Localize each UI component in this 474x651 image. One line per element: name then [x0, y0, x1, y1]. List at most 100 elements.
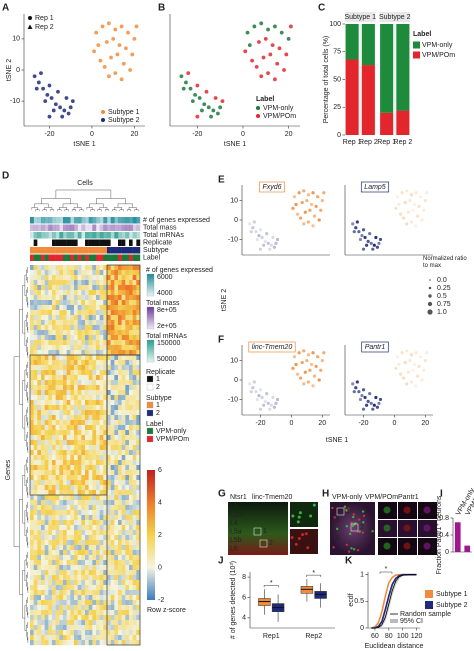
heatmap-cell — [30, 295, 34, 301]
heatmap-cell — [63, 320, 67, 326]
heatmap-cell — [129, 415, 133, 421]
heatmap-cell — [88, 490, 93, 496]
heatmap-cell — [125, 520, 130, 526]
heatmap-cell — [107, 380, 111, 386]
heatmap-cell — [33, 360, 38, 366]
heatmap-cell — [52, 520, 56, 526]
heatmap-cell — [92, 640, 97, 646]
heatmap-cell — [52, 395, 56, 401]
heatmap-cell — [30, 265, 34, 271]
heatmap-cell — [110, 555, 115, 561]
annotation-cell — [136, 232, 141, 239]
heatmap-cell — [99, 360, 104, 366]
annotation-cell — [99, 254, 104, 261]
heatmap-cell — [41, 420, 45, 426]
heatmap-cell — [77, 405, 82, 411]
x-tick-label: 80 — [385, 633, 393, 640]
heatmap-cell — [103, 410, 108, 416]
y-tick-label: 8 — [242, 574, 246, 581]
heatmap-cell — [52, 295, 56, 301]
heatmap-cell — [41, 485, 45, 491]
heatmap-cell — [59, 265, 64, 271]
heatmap-cell — [132, 430, 137, 436]
heatmap-cell — [70, 575, 75, 581]
heatmap-cell — [44, 530, 49, 536]
heatmap-cell — [110, 455, 115, 461]
point — [213, 96, 218, 100]
heatmap-cell — [85, 395, 89, 401]
point — [311, 351, 315, 355]
heatmap-cell — [121, 375, 126, 381]
heatmap-cell — [55, 405, 60, 411]
heatmap-cell — [41, 405, 45, 411]
heatmap-cell — [44, 635, 49, 641]
annotation-cell — [59, 217, 64, 224]
ecdf-line — [371, 574, 417, 629]
heatmap-cell — [99, 610, 104, 616]
heatmap-cell — [59, 575, 64, 581]
annotation-cell — [74, 247, 78, 254]
heatmap-cell — [118, 550, 122, 556]
heatmap-cell — [107, 355, 111, 361]
heatmap-cell — [136, 405, 141, 411]
heatmap-cell — [52, 430, 56, 436]
heatmap-cell — [114, 555, 119, 561]
heatmap-cell — [48, 590, 53, 596]
heatmap-cell — [33, 330, 38, 336]
heatmap-cell — [103, 295, 108, 301]
point — [417, 364, 421, 368]
point — [248, 222, 252, 226]
heatmap-title: Cells — [77, 180, 93, 187]
heatmap-cell — [30, 615, 34, 621]
heatmap-cell — [48, 615, 53, 621]
heatmap-cell — [118, 570, 122, 576]
heatmap-cell — [125, 545, 130, 551]
heatmap-cell — [37, 540, 42, 546]
heatmap-cell — [107, 440, 111, 446]
heatmap-cell — [37, 390, 42, 396]
heatmap-cell — [30, 535, 34, 541]
heatmap-cell — [107, 610, 111, 616]
heatmap-cell — [74, 615, 78, 621]
heatmap-cell — [88, 600, 93, 606]
heatmap-cell — [125, 420, 130, 426]
heatmap-cell — [77, 605, 82, 611]
inset-label: 2 — [269, 540, 273, 547]
heatmap-cell — [121, 395, 126, 401]
heatmap-cell — [48, 405, 53, 411]
heatmap-cell — [85, 610, 89, 616]
heatmap-cell — [110, 385, 115, 391]
heatmap-cell — [81, 420, 86, 426]
heatmap-cell — [81, 485, 86, 491]
heatmap-cell — [70, 555, 75, 561]
heatmap-cell — [30, 630, 34, 636]
point — [311, 224, 315, 228]
point — [254, 64, 259, 69]
heatmap-cell — [129, 480, 133, 486]
heatmap-cell — [88, 395, 93, 401]
heatmap-cell — [125, 325, 130, 331]
heatmap-cell — [66, 325, 71, 331]
heatmap-cell — [70, 505, 75, 511]
heatmap-cell — [55, 350, 60, 356]
heatmap-cell — [66, 625, 71, 631]
heatmap-cell — [96, 625, 100, 631]
heatmap-cell — [52, 570, 56, 576]
heatmap-cell — [66, 285, 71, 291]
heatmap-cell — [96, 605, 100, 611]
heatmap-cell — [125, 390, 130, 396]
heatmap-cell — [52, 280, 56, 286]
gene-title: Lamp5 — [364, 184, 386, 191]
heatmap-cell — [107, 305, 111, 311]
heatmap-cell — [48, 440, 53, 446]
heatmap-cell — [92, 325, 97, 331]
heatmap-cell — [121, 430, 126, 436]
annotation-label: Replicate — [143, 240, 172, 247]
heatmap-cell — [129, 315, 133, 321]
heatmap-cell — [132, 425, 137, 431]
cell-spot — [371, 530, 374, 533]
heatmap-cell — [136, 375, 141, 381]
point — [181, 86, 186, 91]
heatmap-cell — [59, 585, 64, 591]
heatmap-cell — [125, 305, 130, 311]
